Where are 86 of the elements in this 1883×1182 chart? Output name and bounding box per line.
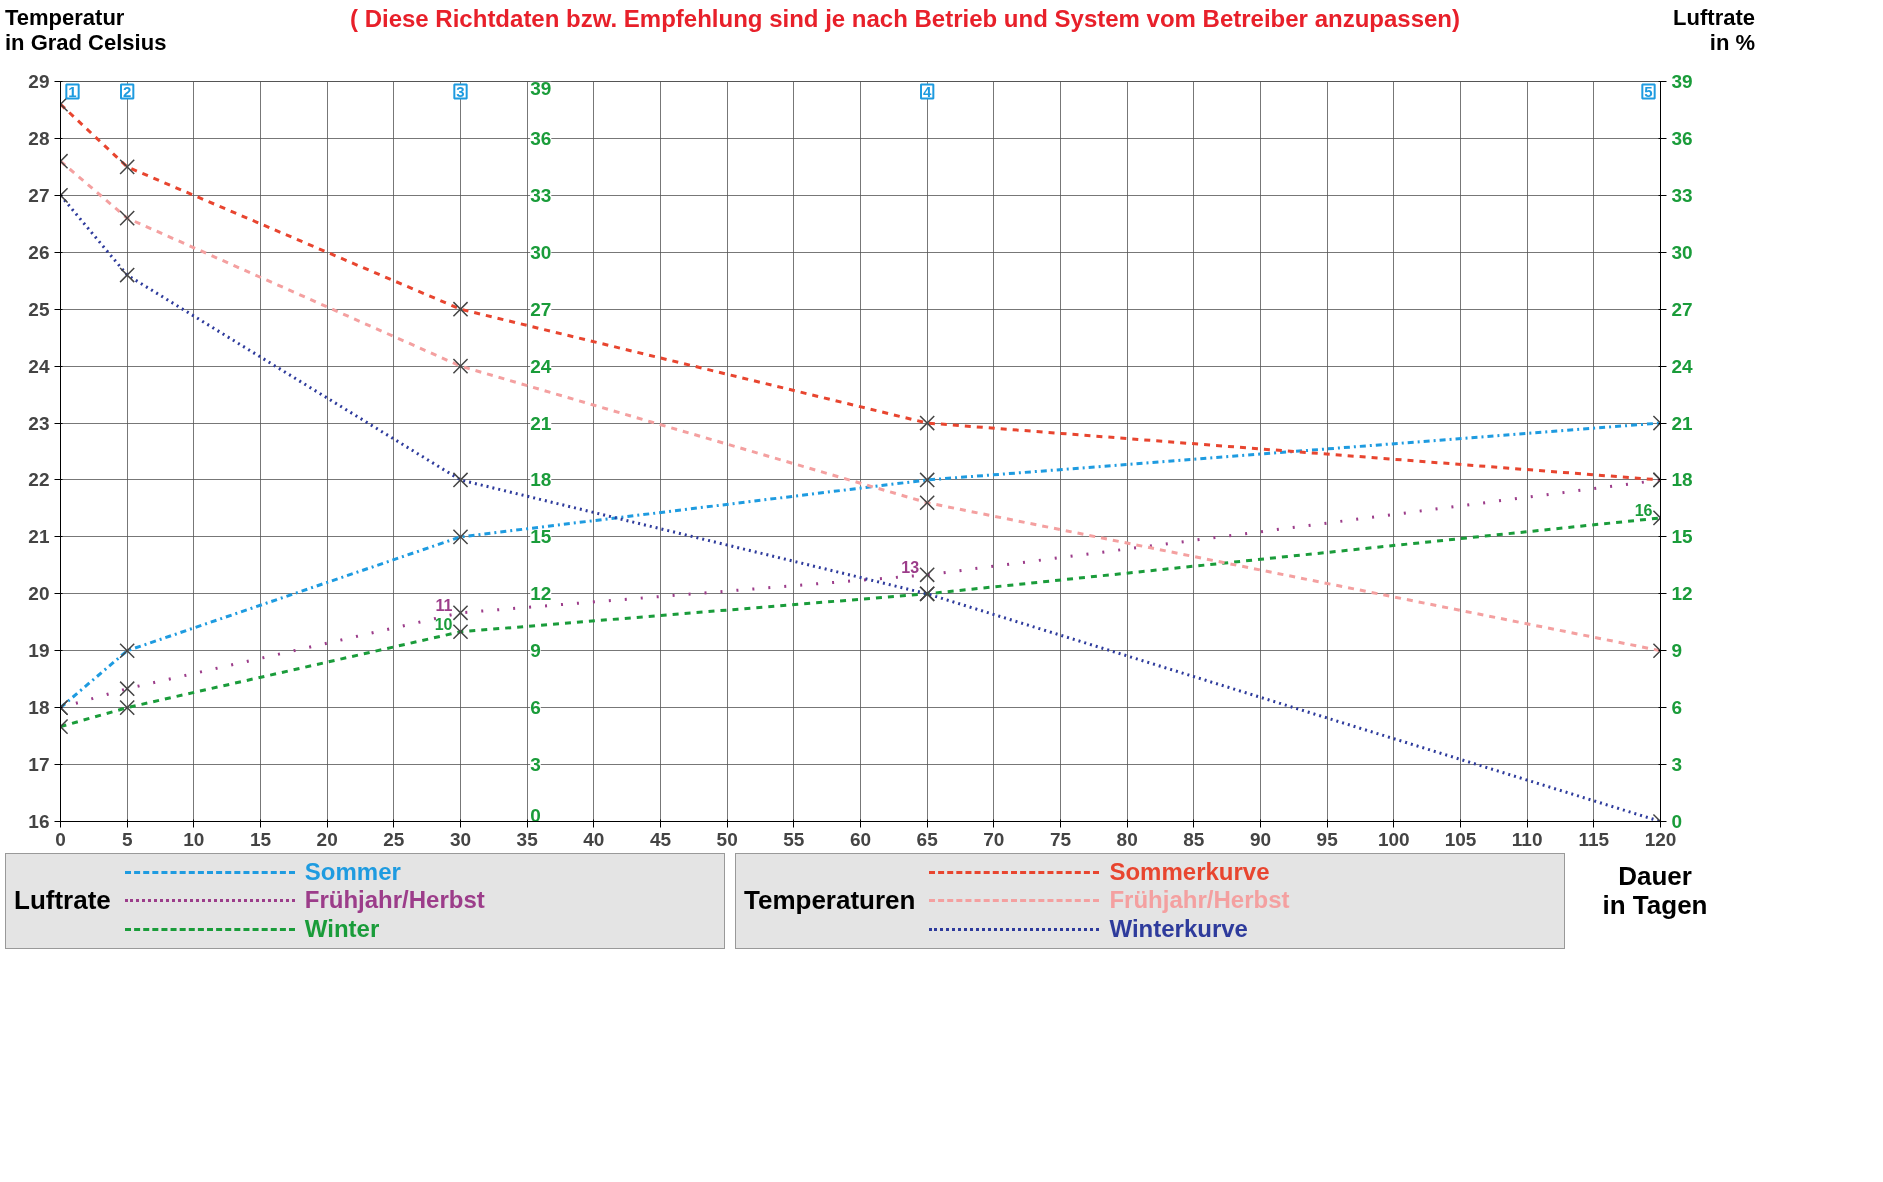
- y3-tick-label: 12: [530, 582, 552, 604]
- y2-tick-label: 9: [1671, 639, 1683, 661]
- data-label: 16: [1634, 501, 1653, 519]
- y-tick-label: 18: [28, 696, 50, 718]
- y2-tick-label: 30: [1671, 241, 1693, 263]
- x-tick-label: 20: [316, 828, 338, 850]
- y3-tick-label: 36: [530, 127, 552, 149]
- annotation: 1: [68, 82, 77, 100]
- x-axis-title: Dauer in Tagen: [1602, 860, 1708, 922]
- y3-tick-label: 39: [530, 77, 552, 99]
- y3-tick-label: 18: [530, 469, 552, 491]
- x-tick-label: 80: [1116, 828, 1138, 850]
- text: Frühjahr/Herbst: [304, 886, 485, 914]
- y-tick-label: 29: [28, 70, 50, 92]
- y-axis-title: Temperatur in Grad Celsius: [5, 5, 167, 56]
- y3-tick-label: 21: [530, 412, 552, 434]
- x-tick-label: 85: [1183, 828, 1205, 850]
- y2-tick-label: 36: [1671, 127, 1693, 149]
- x-tick-label: 55: [783, 828, 805, 850]
- y-tick-label: 28: [28, 127, 50, 149]
- x-tick-label: 5: [121, 828, 133, 850]
- y2-tick-label: 18: [1671, 469, 1693, 491]
- x-tick-label: 40: [583, 828, 605, 850]
- y3-tick-label: 15: [530, 525, 552, 547]
- x-tick-label: 35: [516, 828, 539, 850]
- y-tick-label: 22: [28, 469, 50, 491]
- data-label: 10: [434, 615, 453, 633]
- data-label: 13: [901, 558, 920, 576]
- y2-tick-label: 15: [1671, 525, 1694, 547]
- y2-tick-label: 33: [1671, 184, 1693, 206]
- x-tick-label: 105: [1444, 828, 1477, 850]
- y2-tick-label: 27: [1671, 298, 1693, 320]
- x-tick-label: 75: [1049, 828, 1072, 850]
- y-tick-label: 26: [28, 241, 50, 263]
- annotation: 5: [1644, 82, 1653, 100]
- x-tick-label: 15: [249, 828, 272, 850]
- y2-tick-label: 24: [1671, 355, 1694, 377]
- y-tick-label: 27: [28, 184, 50, 206]
- text: Sommerkurve: [1109, 857, 1270, 885]
- chart-title: ( Diese Richtdaten bzw. Empfehlung sind je nach Betrieb und System vom Betreiber anzupassen): [350, 5, 1460, 33]
- y3-tick-label: 6: [530, 696, 541, 718]
- annotation: 3: [456, 82, 465, 100]
- data-label: 11: [435, 596, 453, 614]
- y-tick-label: 20: [28, 582, 50, 604]
- x-tick-label: 65: [916, 828, 939, 850]
- y2-tick-label: 39: [1671, 70, 1693, 92]
- x-tick-label: 0: [55, 828, 66, 850]
- x-tick-label: 30: [449, 828, 472, 850]
- y3-tick-label: 0: [530, 804, 541, 826]
- y3-tick-label: 9: [530, 639, 541, 661]
- text: Frühjahr/Herbst: [1109, 886, 1290, 914]
- y-tick-label: 17: [28, 753, 50, 775]
- y-tick-label: 16: [28, 810, 50, 832]
- x-tick-label: 95: [1316, 828, 1339, 850]
- y-tick-label: 21: [28, 525, 50, 547]
- text: Luftrate: [14, 885, 111, 917]
- y2-tick-label: 12: [1671, 582, 1693, 604]
- x-tick-label: 25: [383, 828, 405, 850]
- text: Winter: [304, 915, 380, 943]
- x-tick-label: 90: [1249, 828, 1272, 850]
- text: Winterkurve: [1109, 915, 1248, 943]
- y-tick-label: 23: [28, 412, 50, 434]
- x-tick-label: 115: [1578, 828, 1610, 850]
- annotation: 2: [123, 82, 132, 100]
- y3-tick-label: 30: [530, 241, 552, 263]
- y2-tick-label: 6: [1671, 696, 1683, 718]
- y-tick-label: 24: [28, 355, 50, 377]
- y-tick-label: 19: [28, 639, 50, 661]
- y3-tick-label: 3: [530, 753, 541, 775]
- x-tick-label: 110: [1511, 828, 1543, 850]
- y2-axis-title: Luftrate in %: [1673, 5, 1755, 56]
- annotation: 4: [923, 82, 932, 100]
- y3-tick-label: 27: [530, 298, 552, 320]
- y2-tick-label: 21: [1671, 412, 1694, 434]
- y-tick-label: 25: [28, 298, 50, 320]
- x-tick-label: 70: [983, 828, 1005, 850]
- y2-tick-label: 3: [1671, 753, 1683, 775]
- x-tick-label: 50: [716, 828, 738, 850]
- y3-tick-label: 24: [530, 355, 552, 377]
- x-tick-label: 45: [649, 828, 672, 850]
- y3-tick-label: 33: [530, 184, 552, 206]
- text: Sommer: [304, 857, 401, 885]
- x-tick-label: 100: [1377, 828, 1410, 850]
- text: Temperaturen: [744, 885, 916, 917]
- x-tick-label: 60: [849, 828, 872, 850]
- x-tick-label: 10: [183, 828, 205, 850]
